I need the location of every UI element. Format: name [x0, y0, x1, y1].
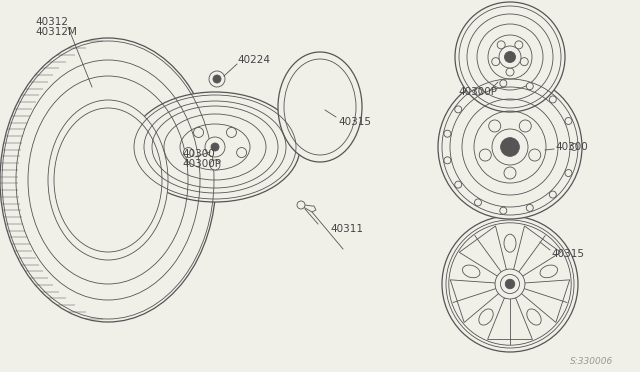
Ellipse shape	[0, 38, 216, 322]
Ellipse shape	[492, 129, 528, 165]
Circle shape	[193, 128, 204, 137]
Circle shape	[455, 181, 461, 188]
Circle shape	[549, 191, 556, 198]
Circle shape	[497, 41, 505, 49]
Ellipse shape	[48, 100, 168, 260]
Circle shape	[444, 130, 451, 137]
Circle shape	[529, 149, 541, 161]
Ellipse shape	[278, 52, 362, 162]
Circle shape	[500, 207, 507, 214]
Circle shape	[444, 157, 451, 164]
Polygon shape	[298, 204, 316, 212]
Circle shape	[520, 58, 528, 65]
Polygon shape	[488, 298, 532, 340]
Ellipse shape	[499, 46, 521, 68]
Circle shape	[237, 148, 246, 158]
Ellipse shape	[479, 309, 493, 325]
Polygon shape	[514, 226, 561, 276]
Circle shape	[209, 71, 225, 87]
Circle shape	[519, 120, 531, 132]
Text: 40311: 40311	[330, 224, 363, 234]
Circle shape	[570, 144, 577, 151]
Circle shape	[504, 167, 516, 179]
Circle shape	[479, 149, 492, 161]
Circle shape	[474, 199, 481, 206]
Circle shape	[211, 143, 219, 151]
Circle shape	[474, 88, 481, 95]
Ellipse shape	[455, 2, 565, 112]
Ellipse shape	[130, 92, 300, 202]
Text: 40300: 40300	[555, 142, 588, 152]
Text: 40300P: 40300P	[182, 159, 221, 169]
Text: 40300: 40300	[182, 149, 215, 159]
Polygon shape	[451, 280, 499, 323]
Circle shape	[526, 83, 533, 90]
Circle shape	[455, 106, 461, 113]
Circle shape	[526, 204, 533, 211]
Ellipse shape	[495, 269, 525, 299]
Circle shape	[565, 118, 572, 125]
Ellipse shape	[500, 138, 519, 156]
Circle shape	[549, 96, 556, 103]
Ellipse shape	[527, 309, 541, 325]
Circle shape	[500, 80, 507, 87]
Circle shape	[297, 201, 305, 209]
Ellipse shape	[504, 51, 515, 62]
Circle shape	[492, 58, 500, 65]
Circle shape	[515, 41, 523, 49]
Text: 40315: 40315	[551, 249, 584, 259]
Ellipse shape	[438, 75, 582, 219]
Ellipse shape	[442, 216, 578, 352]
Circle shape	[506, 68, 514, 76]
Circle shape	[184, 148, 193, 158]
Text: 40224: 40224	[237, 55, 270, 65]
Circle shape	[213, 75, 221, 83]
Circle shape	[489, 120, 500, 132]
Ellipse shape	[505, 279, 515, 289]
Text: S:330006: S:330006	[570, 357, 613, 366]
Circle shape	[205, 137, 225, 157]
Text: 40315: 40315	[338, 117, 371, 127]
Ellipse shape	[463, 265, 480, 278]
Circle shape	[565, 170, 572, 177]
Text: 40300P: 40300P	[458, 87, 497, 97]
Polygon shape	[522, 280, 570, 323]
Ellipse shape	[540, 265, 557, 278]
Text: 40312M: 40312M	[35, 27, 77, 37]
Ellipse shape	[504, 234, 516, 252]
Circle shape	[210, 160, 220, 170]
Polygon shape	[460, 226, 506, 276]
Circle shape	[227, 128, 236, 137]
Text: 40312: 40312	[35, 17, 68, 27]
